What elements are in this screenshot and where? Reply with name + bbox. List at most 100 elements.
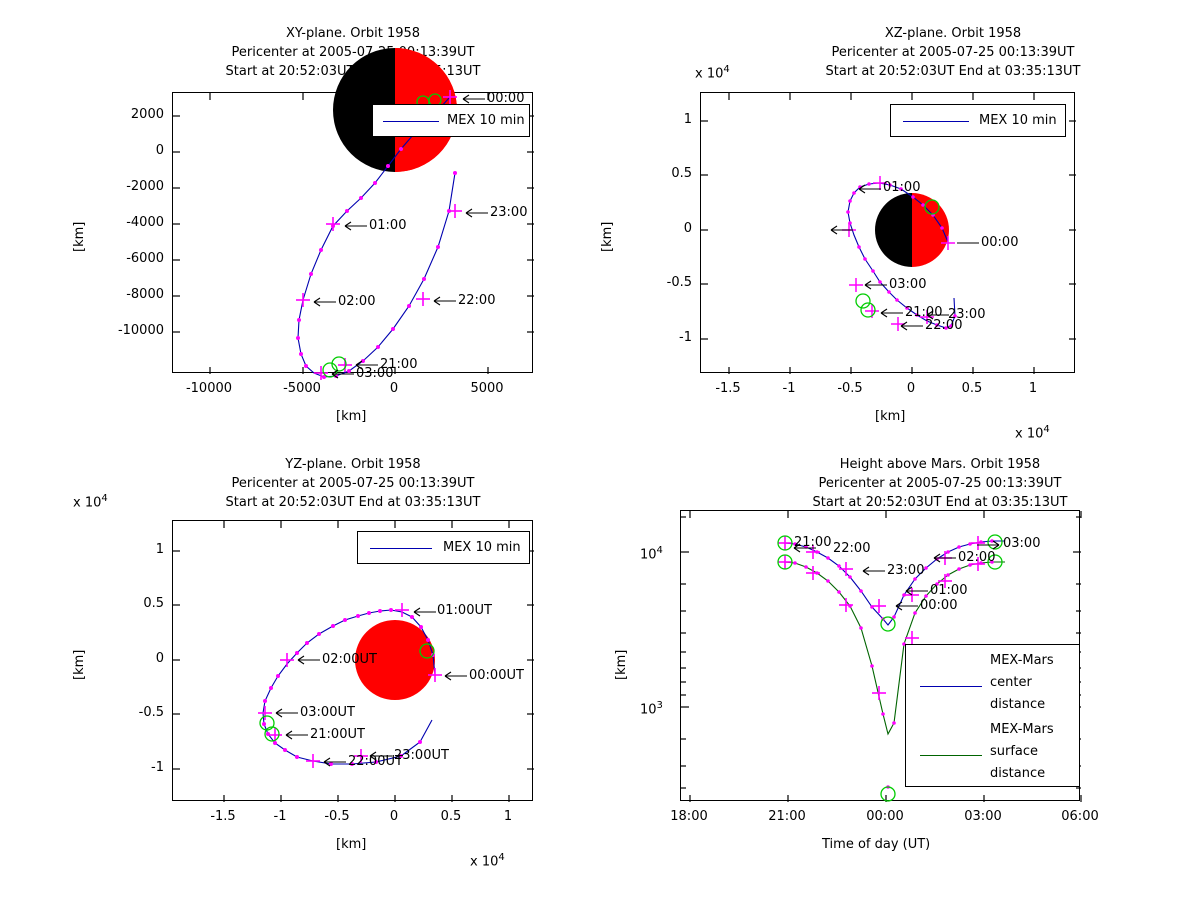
panel-height-ylabel: [km] [614, 649, 629, 680]
annotation-arrows-yz [275, 607, 467, 767]
panel-xy-title-line2: Pericenter at 2005-07-25 00:13:39UT [231, 45, 475, 60]
annotation-height-2300: 23:00 [887, 563, 925, 578]
panel-xy-ylabel: [km] [72, 221, 87, 252]
panel-xz-yexponent-base: x 10 [695, 66, 724, 82]
panel-height-title-line1: Height above Mars. Orbit 1958 [839, 457, 1041, 472]
panel-yz-yexponent-base: x 10 [73, 495, 102, 511]
panel-height-legend[interactable]: MEX-Mars center distance MEX-Mars surfac… [905, 644, 1080, 787]
panel-yz-ytick-3: -0.5 [138, 705, 164, 720]
annotation-xy-2200: 22:00 [458, 293, 496, 308]
panel-height-legend-center-l2: center [990, 675, 1032, 690]
panel-yz-title-line1: YZ-plane. Orbit 1958 [285, 457, 421, 472]
height-event-circles [777, 534, 1003, 802]
panel-xz-legend-line [903, 121, 969, 122]
panel-height-ytick-0-base: 10 [640, 547, 657, 563]
panel-yz-legend[interactable]: MEX 10 min [357, 531, 530, 564]
annotation-xy-0200: 02:00 [338, 294, 376, 309]
panel-yz-yexponent: x 104 [73, 493, 108, 510]
panel-height-legend-surface-l2: surface [990, 744, 1039, 759]
panel-xy-xlabel: [km] [336, 409, 367, 424]
annotation-height-0000: 00:00 [920, 598, 958, 613]
panel-xz-legend[interactable]: MEX 10 min [890, 104, 1066, 137]
panel-xz-xtick-2: -0.5 [837, 381, 863, 396]
panel-height-legend-surface-l3: distance [990, 766, 1046, 781]
panel-xz-legend-label: MEX 10 min [979, 113, 1057, 128]
panel-xy-ytick-3: -4000 [126, 215, 164, 230]
panel-yz-plane: YZ-plane. Orbit 1958 Pericenter at 2005-… [0, 445, 600, 900]
panel-yz-xexponent: x 104 [470, 852, 505, 869]
panel-yz-xtick-4: 0.5 [440, 809, 462, 824]
event-circles-yz [259, 643, 435, 742]
panel-height-ytick-1-exp: 3 [656, 700, 663, 711]
panel-height-legend-line-center [920, 686, 982, 687]
annotation-yz-2200: 22:00UT [348, 754, 403, 769]
panel-height-legend-surface-l1: MEX-Mars [990, 722, 1054, 737]
annotation-yz-2300: 23:00UT [394, 748, 449, 763]
orbit-hour-marks-yz [258, 603, 442, 768]
annotation-yz-0100: 01:00UT [437, 603, 492, 618]
event-circles-xz [855, 199, 940, 318]
panel-yz-ytick-4: -1 [151, 760, 164, 775]
panel-xz-xtick-1: -1 [782, 381, 796, 396]
panel-xz-yexponent: x 104 [695, 64, 730, 81]
panel-xz-xtick-5: 1 [1028, 381, 1038, 396]
panel-xy-ticks [173, 93, 534, 374]
panel-xz-canvas [701, 93, 1076, 374]
panel-height-legend-line-surface [920, 755, 982, 756]
panel-height-title: Height above Mars. Orbit 1958 Pericenter… [700, 455, 1180, 512]
panel-xy-ytick-0: 2000 [130, 107, 164, 122]
panel-xz-ylabel: [km] [600, 221, 615, 252]
panel-xy-ytick-4: -6000 [126, 251, 164, 266]
panel-xz-xtick-0: -1.5 [715, 381, 741, 396]
panel-xy-xtick-2: 0 [389, 381, 399, 396]
panel-xy-xtick-3: 5000 [470, 381, 504, 396]
panel-xz-ytick-0: 1 [683, 112, 692, 127]
annotation-xz-2300: 23:00 [948, 307, 986, 322]
panel-xy-ytick-1: 0 [155, 143, 164, 158]
panel-yz-xlabel: [km] [336, 837, 367, 852]
panel-xy-xtick-1: -5000 [283, 381, 321, 396]
panel-yz-xtick-1: -1 [273, 809, 287, 824]
annotation-xy-0300: 03:00 [356, 366, 394, 381]
panel-xz-ytick-2: 0 [683, 221, 692, 236]
panel-height-canvas [681, 511, 1082, 802]
annotation-xy-0000: 00:00 [487, 91, 525, 106]
panel-yz-ytick-2: 0 [155, 651, 164, 666]
panel-yz-xexponent-base: x 10 [470, 854, 499, 870]
panel-yz-yexponent-power: 4 [101, 493, 108, 504]
panel-xy-legend[interactable]: MEX 10 min [372, 104, 530, 137]
panel-yz-canvas [173, 521, 534, 802]
panel-yz-title-line3: Start at 20:52:03UT End at 03:35:13UT [225, 495, 481, 510]
panel-height-ytick-1: 103 [640, 700, 663, 717]
annotation-height-0200: 02:00 [958, 550, 996, 565]
panel-xy-ytick-6: -10000 [117, 323, 164, 338]
orbit-markers-xz [846, 182, 957, 330]
annotation-height-0300: 03:00 [1003, 536, 1041, 551]
panel-xz-xlabel: [km] [875, 409, 906, 424]
annotation-xy-2100: 21:00 [380, 357, 418, 372]
panel-height-xtick-1: 21:00 [768, 809, 806, 824]
panel-xz-xexponent-power: 4 [1043, 424, 1050, 435]
panel-yz-xtick-3: 0 [389, 809, 399, 824]
panel-xy-legend-line [383, 121, 439, 122]
annotation-arrows-xy [313, 94, 488, 379]
panel-height-legend-center-l1: MEX-Mars [990, 653, 1054, 668]
annotation-xy-0100: 01:00 [369, 218, 407, 233]
annotation-yz-0200: 02:00UT [322, 652, 377, 667]
panel-height-xtick-2: 00:00 [866, 809, 904, 824]
panel-xz-title: XZ-plane. Orbit 1958 Pericenter at 2005-… [713, 24, 1193, 81]
annotation-height-2200: 22:00 [833, 541, 871, 556]
panel-yz-title: YZ-plane. Orbit 1958 Pericenter at 2005-… [113, 455, 593, 512]
panel-xy-xtick-0: -10000 [185, 381, 233, 396]
panel-yz-xtick-5: 1 [503, 809, 513, 824]
mars-disk-yz [355, 620, 435, 700]
height-annotation-arrows [793, 540, 1000, 611]
panel-xz-axes: 01:00 00:00 03:00 21:00 23:00 22:00 [700, 92, 1076, 374]
annotation-height-0100: 01:00 [930, 583, 968, 598]
orbit-track-xz [847, 182, 956, 329]
annotation-arrows-xz [830, 184, 979, 331]
annotation-xz-0300: 03:00 [889, 277, 927, 292]
panel-xz-ytick-4: -1 [679, 330, 692, 345]
event-circles-xy [322, 93, 442, 378]
panel-height-ytick-0: 104 [640, 545, 663, 562]
